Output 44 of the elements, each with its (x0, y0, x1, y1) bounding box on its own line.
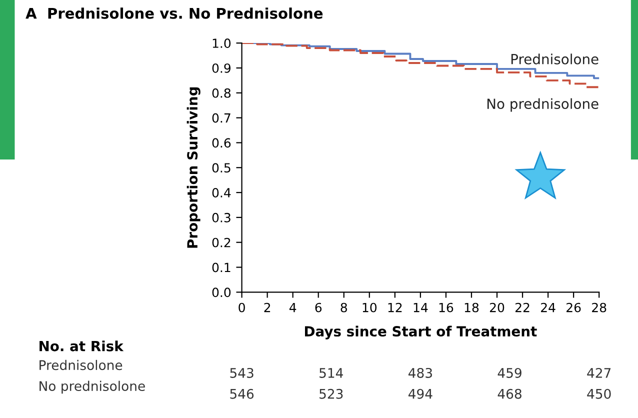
x-tick-label: 2 (264, 302, 270, 312)
series-label: No prednisolone (487, 98, 598, 112)
x-tick-label: 8 (340, 302, 348, 312)
y-tick-label: 0.7 (212, 113, 230, 123)
x-tick-label: 14 (414, 302, 428, 312)
series-label: Prednisolone (511, 54, 598, 64)
text: 459 (498, 368, 522, 378)
y-tick-label: 0.8 (212, 88, 231, 98)
text: 468 (498, 388, 522, 399)
y-tick-label: 0.5 (212, 163, 230, 173)
y-tick-label: 0.9 (212, 63, 231, 73)
text: 483 (408, 368, 432, 378)
text: 427 (587, 368, 611, 378)
x-tick-label: 10 (362, 302, 377, 312)
x-tick-label: 22 (515, 302, 530, 312)
x-tick-label: 20 (490, 302, 504, 312)
x-tick-label: 4 (289, 302, 296, 312)
y-tick-label: 1.0 (212, 38, 231, 48)
y-tick-label: 0.3 (212, 212, 230, 222)
text: 546 (230, 388, 254, 399)
text: Prednisolone (40, 360, 122, 370)
text: 450 (587, 388, 611, 399)
y-tick-label: 0.6 (212, 138, 231, 148)
x-tick-label: 18 (464, 302, 479, 312)
text: 523 (320, 388, 343, 399)
x-tick-label: 16 (439, 302, 454, 312)
x-tick-label: 6 (315, 302, 322, 312)
text: 514 (320, 368, 343, 378)
y-tick-label: 0.2 (212, 238, 230, 248)
x-tick-label: 26 (566, 302, 581, 312)
x-tick-label: 28 (592, 302, 606, 312)
x-tick-label: 12 (388, 302, 402, 312)
y-tick-label: 0.4 (212, 188, 231, 198)
text: 543 (230, 368, 254, 378)
chart-title: A Prednisolone vs. No Prednisolone (26, 8, 323, 19)
y-axis-title: Proportion Surviving (186, 87, 200, 248)
y-tick-label: 0.0 (212, 288, 231, 298)
x-tick-label: 24 (541, 302, 556, 312)
x-tick-label: 0 (238, 302, 245, 312)
text: No. at Risk (40, 340, 124, 352)
text: 494 (408, 388, 432, 399)
x-axis-title: Days since Start of Treatment (305, 326, 537, 340)
text: No prednisolone (40, 380, 145, 394)
y-tick-label: 0.1 (212, 262, 230, 272)
